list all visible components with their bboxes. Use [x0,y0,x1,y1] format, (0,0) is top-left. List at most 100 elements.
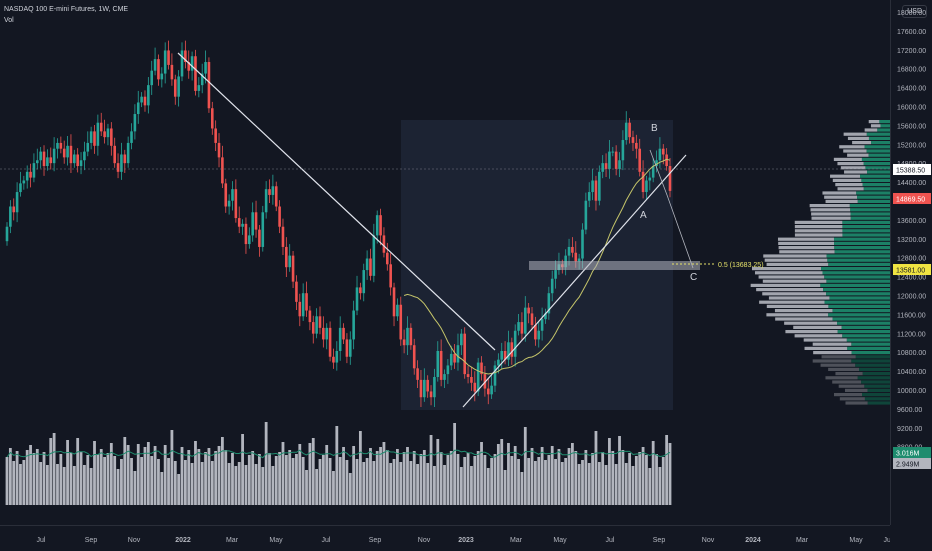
volume-bar [459,467,463,505]
volume-bar [530,448,534,505]
candle-body [480,362,483,375]
volume-bar [641,447,645,505]
profile-bar [777,237,834,241]
volume-bar [631,466,635,505]
currency-button[interactable]: USD [902,5,927,18]
chart-area[interactable]: 0.5 (13683.25) A B C NASDAQ 100 E-mini F… [0,0,890,525]
candle-body [554,270,557,279]
volume-bar [194,441,197,505]
candle-body [389,264,392,288]
profile-bar-green [868,136,890,140]
time-tick-label: Nov [418,537,431,544]
volume-bar [93,441,96,505]
profile-bar [794,334,843,338]
candle-body [638,148,642,172]
price-scale[interactable]: USD 18000.00 17600.00 17200.00 16800.00 1640… [890,0,932,525]
candle-body [574,252,578,262]
profile-bar [759,300,825,304]
candle-body [544,313,547,320]
candle-body [399,304,403,340]
candle-body [197,85,201,91]
profile-bar-green [851,351,890,355]
volume-bar [153,446,157,505]
profile-bar [764,258,828,262]
symbol-title[interactable]: NASDAQ 100 E-mini Futures, 1W, CME [4,6,129,13]
candle-body [352,310,355,340]
time-tick-label: Jul [322,537,331,544]
candle-body [483,374,487,389]
candle-body [52,148,56,164]
price-tick-label: 17600.00 [897,29,926,36]
candle-body [123,154,127,164]
volume-bar [426,463,430,505]
profile-bar-green [846,338,890,342]
time-tick-label: Nov [702,537,715,544]
candle-body [298,301,302,317]
volume-bar [443,465,446,505]
volume-bar [419,454,423,505]
profile-bar [833,393,862,397]
volume-bar [173,461,177,505]
profile-bar-green [824,300,890,304]
time-tick-label: Jul [884,537,890,544]
profile-bar-green [879,120,890,124]
volume-bar [560,462,564,505]
volume-bar [133,471,137,505]
volume-bar [557,449,561,505]
volume-bar [45,465,49,505]
candle-body [264,189,268,213]
volume-bar [8,448,12,505]
candle-body [453,353,456,363]
candle-body [385,252,389,265]
candle-body [624,122,628,141]
volume-bar [597,462,601,505]
time-tick-label: 2024 [745,537,761,544]
candle-body [231,189,234,201]
profile-bar-green [868,153,890,157]
profile-bar-green [867,170,890,174]
volume-bar [32,453,36,505]
volume-bar [42,452,46,505]
profile-bar [804,346,848,350]
volume-bar [385,450,389,505]
time-tick-label: Nov [128,537,141,544]
volume-bar [288,450,292,505]
candle-body [291,255,295,282]
price-tick-label: 10000.00 [897,388,926,395]
profile-bar-green [859,367,890,371]
candle-body [577,258,581,262]
price-chart[interactable]: 0.5 (13683.25) A B C [0,0,890,525]
candle-body [416,368,419,380]
candle-body [288,255,292,268]
volume-profile [750,120,890,405]
wave-label-b: B [651,123,658,134]
volume-bar [49,438,53,505]
candle-body [268,189,271,195]
profile-bar-green [849,204,890,208]
volume-bar [83,465,86,505]
volume-bar [587,463,591,505]
profile-bar-green [828,313,890,317]
profile-bar [754,271,823,275]
price-tick-label: 18000.00 [897,10,926,17]
volume-indicator-label[interactable]: Vol [4,17,14,24]
volume-bar [247,455,251,505]
candle-body [412,345,416,369]
candle-body [338,327,342,351]
volume-bar [483,455,487,505]
candle-body [567,246,571,256]
volume-bar [140,457,144,505]
candle-body [207,62,211,109]
time-tick-label: Sep [369,537,382,544]
volume-bar [291,458,295,505]
candle-body [486,388,490,395]
red-price-label: 14869.50 [896,197,925,204]
volume-bar [412,451,416,505]
volume-bar [456,454,460,505]
candle-body [473,382,477,392]
candle-body [611,151,615,153]
volume-bar [466,453,470,505]
volume-bar [321,455,325,505]
time-scale[interactable]: Jul Sep Nov 2022 Mar May Jul Sep Nov 2023 Mar May Ju… [0,525,890,551]
price-tick-label: 12800.00 [897,256,926,263]
